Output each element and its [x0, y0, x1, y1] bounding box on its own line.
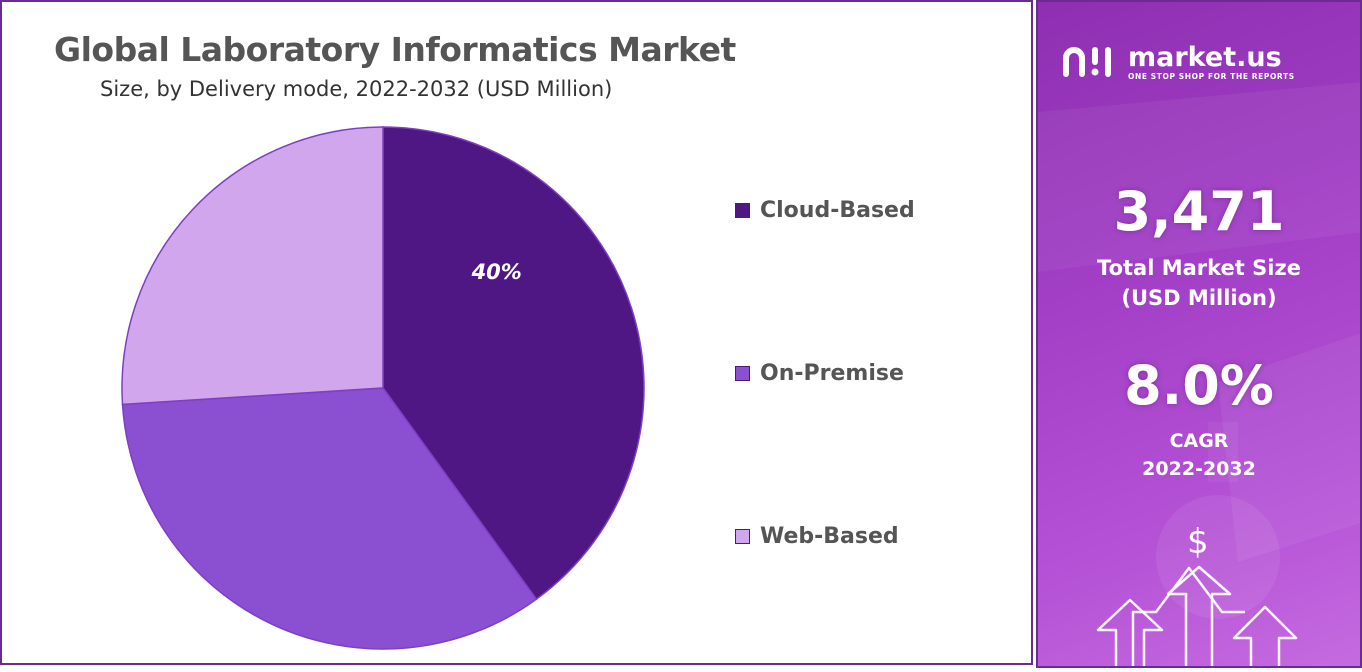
market-summary-panel: market.us ONE STOP SHOP FOR THE REPORTS …: [1036, 0, 1362, 668]
pie-slice-on-premise: [121, 387, 538, 650]
legend-swatch: [735, 529, 750, 544]
cagr-value: 8.0%: [1124, 354, 1274, 417]
market-us-logo-icon: [1063, 47, 1111, 77]
slice-label-cloud-based: 40%: [471, 260, 522, 284]
market-size-value: 3,471: [1113, 180, 1285, 243]
market-size-unit: (USD Million): [1121, 286, 1277, 310]
cagr-period: 2022-2032: [1142, 458, 1256, 480]
dollar-icon: $: [1187, 522, 1209, 562]
pie-slice-cloud-based: [382, 126, 645, 601]
cagr-label: CAGR: [1169, 430, 1229, 452]
legend-item-on-premise: On-Premise: [735, 361, 904, 386]
legend-label: Web-Based: [760, 524, 899, 549]
brand-logo: market.us ONE STOP SHOP FOR THE REPORTS: [1060, 42, 1295, 82]
brand-name: market.us: [1128, 41, 1282, 73]
legend-swatch: [735, 203, 750, 218]
legend-label: Cloud-Based: [760, 198, 915, 223]
chart-subtitle: Size, by Delivery mode, 2022-2032 (USD M…: [100, 77, 613, 101]
legend-swatch: [735, 366, 750, 381]
brand-tagline: ONE STOP SHOP FOR THE REPORTS: [1128, 71, 1295, 81]
chart-title: Global Laboratory Informatics Market: [54, 30, 736, 69]
growth-arrows-icon: [1096, 565, 1298, 666]
legend-item-web-based: Web-Based: [735, 524, 899, 549]
pie-chart: 40%: [121, 126, 645, 650]
legend-label: On-Premise: [760, 361, 904, 386]
market-size-label: Total Market Size: [1097, 256, 1301, 280]
legend-item-cloud-based: Cloud-Based: [735, 198, 915, 223]
chart-panel: Global Laboratory Informatics Market Siz…: [0, 0, 1033, 665]
background-decoration: [1038, 82, 1360, 619]
pie-slice-web-based: [121, 126, 384, 406]
